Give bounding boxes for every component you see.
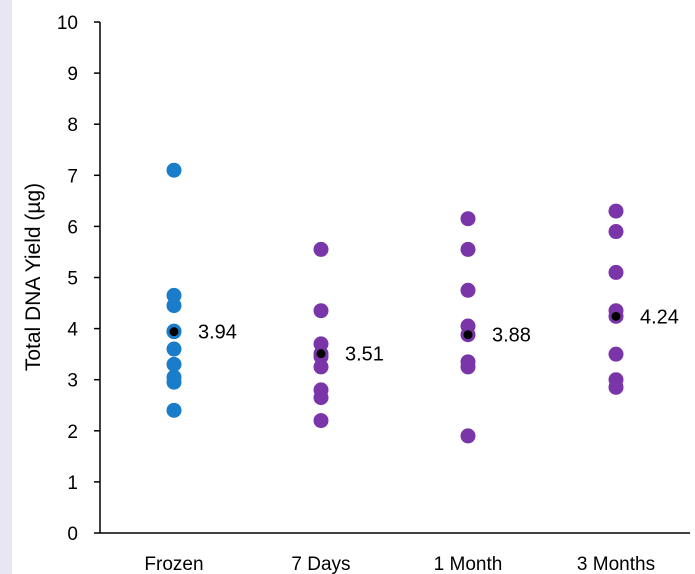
data-point — [166, 356, 182, 372]
mean-label: 3.51 — [345, 344, 384, 366]
data-point — [166, 402, 182, 418]
y-tick-label: 8 — [67, 115, 78, 136]
data-point — [166, 374, 182, 390]
data-point — [166, 298, 182, 314]
x-tick-label: 3 Months — [577, 554, 655, 574]
data-point — [313, 241, 329, 257]
data-point — [460, 428, 476, 444]
x-tick-label: 7 Days — [291, 554, 350, 574]
y-tick-label: 3 — [67, 371, 78, 392]
y-tick-label: 4 — [67, 320, 78, 341]
mean-label: 3.94 — [198, 322, 237, 344]
x-tick-label: 1 Month — [434, 554, 503, 574]
mean-markers: 3.94 3.51 3.88 4.24 — [166, 306, 679, 366]
x-tick-labels: Frozen 7 Days 1 Month 3 Months — [144, 554, 655, 574]
data-point — [460, 359, 476, 375]
data-point — [608, 379, 624, 395]
y-tick-label: 9 — [67, 64, 78, 85]
mean-point — [169, 327, 179, 337]
y-tick-label: 10 — [57, 13, 78, 34]
data-point — [460, 211, 476, 227]
y-tick-label: 2 — [67, 422, 78, 443]
mean-point — [316, 349, 326, 359]
data-points — [166, 162, 624, 444]
data-point — [460, 241, 476, 257]
left-edge-strip — [0, 0, 12, 574]
data-point — [166, 162, 182, 178]
data-point — [313, 413, 329, 429]
y-tick-label: 7 — [67, 166, 78, 187]
data-point — [460, 282, 476, 298]
mean-point — [611, 311, 621, 321]
mean-label: 4.24 — [640, 306, 679, 328]
data-point — [313, 390, 329, 406]
data-point — [313, 303, 329, 319]
data-point — [608, 346, 624, 362]
mean-label: 3.88 — [492, 325, 531, 347]
y-axis: 0 1 2 3 4 5 6 7 8 9 10 — [57, 13, 101, 545]
data-point — [608, 264, 624, 280]
y-tick-label: 6 — [67, 217, 78, 238]
data-point — [608, 203, 624, 219]
data-point — [608, 224, 624, 240]
y-tick-label: 5 — [67, 269, 78, 290]
data-point — [166, 341, 182, 357]
y-tick-labels: 0 1 2 3 4 5 6 7 8 9 10 — [57, 13, 100, 545]
data-point — [313, 359, 329, 375]
x-tick-label: Frozen — [144, 554, 203, 574]
y-tick-label: 0 — [67, 524, 78, 545]
y-tick-label: 1 — [67, 473, 78, 494]
y-axis-title: Total DNA Yield (µg) — [22, 183, 45, 371]
mean-point — [463, 330, 473, 340]
